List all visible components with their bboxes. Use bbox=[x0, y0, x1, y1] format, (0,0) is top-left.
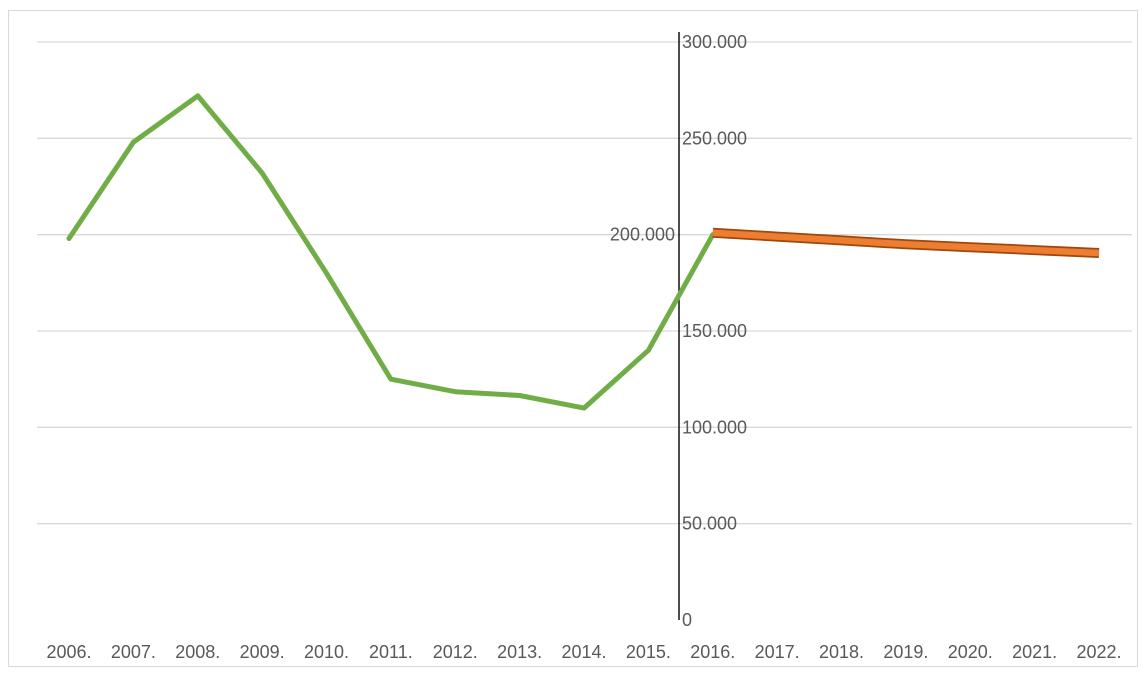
x-tick-label-2010: 2010. bbox=[304, 642, 349, 662]
series-1-point-2019 bbox=[903, 242, 908, 247]
series-1-point-2020 bbox=[968, 245, 973, 250]
x-tick-label-2014: 2014. bbox=[561, 642, 606, 662]
series-1-point-2018 bbox=[839, 238, 844, 243]
y-tick-label-6: 300.000 bbox=[682, 32, 747, 52]
x-tick-label-2019: 2019. bbox=[883, 642, 928, 662]
series-0-point-2012 bbox=[453, 389, 458, 394]
series-1-line bbox=[712, 229, 1100, 257]
series-0-point-2008 bbox=[195, 93, 200, 98]
series-0-point-2010 bbox=[324, 271, 329, 276]
x-tick-label-2021: 2021. bbox=[1012, 642, 1057, 662]
series-0-line bbox=[66, 93, 716, 411]
x-tick-labels: 2006. 2007. 2008. 2009. 2010. 2011. 2012. 2013.… bbox=[46, 642, 1121, 662]
x-tick-label-2006: 2006. bbox=[46, 642, 91, 662]
series-0-point-2015 bbox=[646, 348, 651, 353]
x-tick-label-2022: 2022. bbox=[1076, 642, 1121, 662]
y-tick-label-4: 200.000 bbox=[610, 225, 675, 245]
y-tick-labels: 0 50.000 100.000 150.000 200.000 250.000 300.0… bbox=[610, 32, 747, 630]
series-1-point-2016 bbox=[710, 230, 715, 235]
series-0-point-2009 bbox=[260, 171, 265, 176]
series-1-point-2021 bbox=[1032, 248, 1037, 253]
x-tick-label-2016: 2016. bbox=[690, 642, 735, 662]
x-tick-label-2013: 2013. bbox=[497, 642, 542, 662]
x-tick-label-2012: 2012. bbox=[433, 642, 478, 662]
series-0-point-2013 bbox=[517, 393, 522, 398]
y-tick-label-5: 250.000 bbox=[682, 128, 747, 148]
x-tick-label-2020: 2020. bbox=[948, 642, 993, 662]
x-tick-label-2018: 2018. bbox=[819, 642, 864, 662]
series-1-point-2017 bbox=[775, 234, 780, 239]
x-tick-label-2011: 2011. bbox=[369, 642, 413, 662]
series-0-point-2006 bbox=[67, 236, 72, 241]
gridlines bbox=[37, 41, 1132, 525]
y-tick-label-1: 50.000 bbox=[682, 514, 737, 534]
series-0-point-2014 bbox=[582, 406, 587, 411]
series-1-point-2022 bbox=[1097, 251, 1102, 256]
y-tick-label-0: 0 bbox=[682, 610, 692, 630]
y-tick-label-3: 150.000 bbox=[682, 321, 747, 341]
x-tick-label-2017: 2017. bbox=[755, 642, 800, 662]
y-tick-label-2: 100.000 bbox=[682, 417, 747, 437]
x-tick-label-2007: 2007. bbox=[111, 642, 156, 662]
series-0-point-2011 bbox=[388, 377, 393, 382]
chart-frame bbox=[8, 10, 1138, 667]
series-0-point-2007 bbox=[131, 140, 136, 145]
x-tick-label-2009: 2009. bbox=[240, 642, 285, 662]
x-tick-label-2008: 2008. bbox=[175, 642, 220, 662]
series-layer bbox=[66, 93, 1102, 411]
x-tick-label-2015: 2015. bbox=[626, 642, 671, 662]
